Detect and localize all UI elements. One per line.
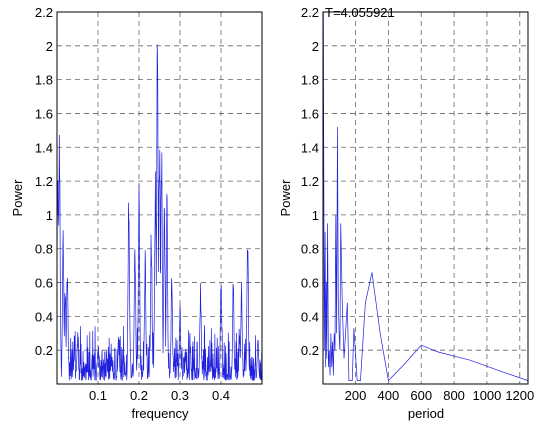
y-tick-label: 0.2 [301,343,319,358]
y-axis-label: Power [10,179,25,217]
power-trace [56,44,263,382]
y-axis-label: Power [278,179,293,217]
y-tick-label: 2 [46,39,53,54]
y-tick-label: 1.2 [301,174,319,189]
period-power-panel: 0.2 0.4 0.6 0.8 1 1.2 1.4 1.6 1.8 2 2.2 200 400 600 8… [278,5,534,421]
y-tick-label: 0.2 [35,343,53,358]
grid-lines [57,12,262,384]
y-tick-label: 2.2 [301,5,319,20]
y-tick-label: 2.2 [35,5,53,20]
x-tick-label: 800 [443,388,465,403]
y-tick-label: 2 [312,39,319,54]
x-tick-label: 0.4 [212,388,230,403]
y-tick-label: 0.4 [301,309,319,324]
y-tick-label: 0.6 [35,276,53,291]
y-tick-labels: 0.2 0.4 0.6 0.8 1 1.2 1.4 1.6 1.8 2 2.2 [301,5,319,358]
power-trace [322,11,529,382]
grid-lines [323,12,528,384]
y-tick-labels: 0.2 0.4 0.6 0.8 1 1.2 1.4 1.6 1.8 2 2.2 [35,5,53,358]
axes-box [322,11,529,385]
x-tick-labels: 200 400 600 800 1000 1200 [345,388,535,403]
x-tick-label: 0.1 [89,388,107,403]
frequency-power-panel: 0.20.40.60.811.21.41.61.822.2 0.1 0.2 0.3 0… [10,5,263,421]
y-tick-label: 0.8 [35,242,53,257]
x-tick-label: 1000 [472,388,501,403]
x-tick-label: 0.2 [130,388,148,403]
y-tick-label: 1.6 [35,106,53,121]
x-tick-label: 200 [345,388,367,403]
y-tick-label: 1 [312,208,319,223]
period-annotation: T=4.055921 [325,5,395,20]
x-tick-label: 0.3 [171,388,189,403]
y-tick-label: 1.4 [35,140,53,155]
x-axis-label: frequency [131,406,189,421]
y-tick-label: 1.4 [301,140,319,155]
y-tick-label: 0.8 [301,242,319,257]
y-tick-label: 1.8 [301,73,319,88]
y-tick-label: 0.4 [35,309,53,324]
x-tick-label: 600 [410,388,432,403]
y-tick-label: 1.8 [35,73,53,88]
x-tick-labels: 0.1 0.2 0.3 0.4 [89,388,230,403]
y-tick-label: 1.6 [301,106,319,121]
x-tick-label: 400 [378,388,400,403]
y-tick-label: 0.6 [301,276,319,291]
y-tick-label: 1.2 [35,174,53,189]
axes-box [56,11,263,385]
y-tick-label: 1 [46,208,53,223]
x-axis-label: period [408,406,444,421]
x-tick-label: 1200 [505,388,534,403]
